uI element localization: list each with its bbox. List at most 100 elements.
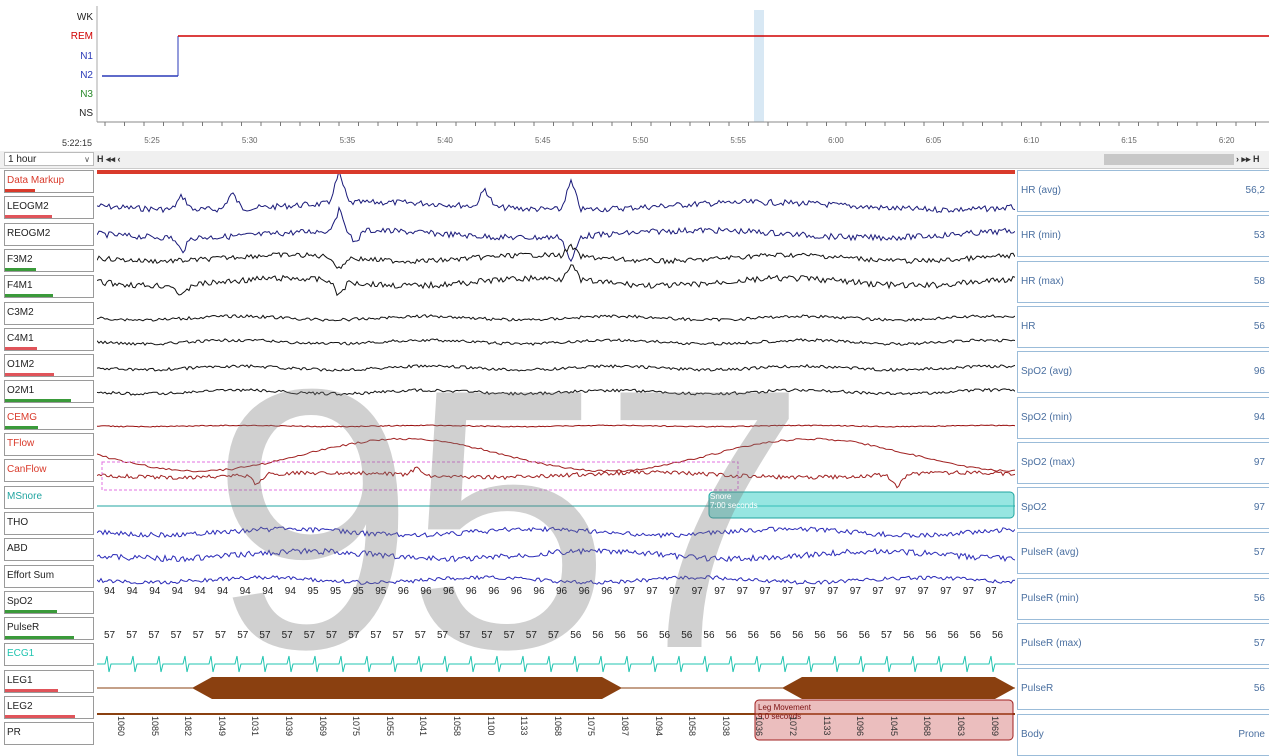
channel-label-text: C3M2 bbox=[7, 306, 34, 318]
next-nav-buttons[interactable]: › ▸▸ H bbox=[1236, 154, 1260, 164]
spo2-value: 96 bbox=[443, 586, 455, 597]
channel-label-leg1[interactable]: LEG1 bbox=[4, 669, 94, 693]
stat-row[interactable]: SpO2 (max) 97 bbox=[1017, 441, 1269, 484]
stat-value: 56 bbox=[1253, 683, 1265, 695]
channel-label-msnore[interactable]: MSnore bbox=[4, 485, 94, 509]
signal-waveforms bbox=[97, 170, 1015, 741]
spo2-value: 97 bbox=[804, 586, 816, 597]
stat-row[interactable]: SpO2 97 bbox=[1017, 487, 1269, 530]
pulse-value: 57 bbox=[126, 630, 138, 641]
pulse-value: 57 bbox=[881, 630, 893, 641]
tflow-trace bbox=[97, 437, 1015, 473]
pulse-value: 56 bbox=[925, 630, 937, 641]
ecg1-trace bbox=[97, 655, 1015, 673]
stat-row[interactable]: HR (min) 53 bbox=[1017, 215, 1269, 258]
pulse-value: 56 bbox=[725, 630, 737, 641]
channel-label-text: LEG2 bbox=[7, 701, 33, 712]
pulse-value: 56 bbox=[659, 630, 671, 641]
spo2-value: 97 bbox=[872, 586, 884, 597]
channel-label-f4m1[interactable]: F4M1 bbox=[4, 275, 94, 299]
channel-label-effort-sum[interactable]: Effort Sum bbox=[4, 564, 94, 588]
channel-label-tflow[interactable]: TFlow bbox=[4, 433, 94, 456]
stat-value: 56,2 bbox=[1245, 185, 1265, 196]
leg-count-value: 1039 bbox=[284, 716, 294, 737]
channel-label-text: SpO2 bbox=[7, 595, 33, 607]
spo2-value: 96 bbox=[465, 586, 477, 597]
time-tick-label: 5:55 bbox=[730, 136, 746, 145]
snore-event-label[interactable]: Snore 7:00 seconds bbox=[710, 492, 758, 510]
stat-value: 57 bbox=[1253, 547, 1265, 559]
pulse-value: 57 bbox=[303, 630, 315, 641]
stat-value: 57 bbox=[1253, 638, 1265, 649]
channel-label-o2m1[interactable]: O2M1 bbox=[4, 380, 94, 404]
stat-value: 58 bbox=[1253, 275, 1265, 287]
channel-label-text: LEG1 bbox=[7, 674, 33, 686]
channel-level-bar bbox=[5, 189, 35, 192]
spo2-value: 97 bbox=[895, 586, 907, 597]
stat-name: PulseR (max) bbox=[1021, 638, 1082, 649]
channel-label-text: F3M2 bbox=[7, 253, 33, 265]
duration-select[interactable]: 1 hour ∨ bbox=[4, 152, 94, 166]
channel-label-o1m2[interactable]: O1M2 bbox=[4, 354, 94, 378]
reogm2-trace bbox=[97, 205, 1015, 263]
stat-row[interactable]: PulseR (max) 57 bbox=[1017, 623, 1269, 665]
stat-row[interactable]: PulseR 56 bbox=[1017, 668, 1269, 711]
leg-count-value: 1068 bbox=[922, 716, 933, 737]
channel-label-leg2[interactable]: LEG2 bbox=[4, 696, 94, 719]
channel-label-ecg1[interactable]: ECG1 bbox=[4, 643, 94, 667]
stat-name: PulseR (min) bbox=[1021, 592, 1079, 604]
timeline-scroll-thumb[interactable] bbox=[1104, 154, 1234, 165]
spo2-value: 96 bbox=[601, 586, 613, 597]
chevron-down-icon: ∨ bbox=[84, 155, 90, 164]
channel-level-bar bbox=[5, 688, 58, 692]
channel-label-text: REOGM2 bbox=[7, 227, 51, 239]
channel-label-text: O1M2 bbox=[7, 359, 35, 371]
event-region[interactable] bbox=[101, 461, 739, 491]
signal-tracks: Data Markup LEOGM2 REOGM2 F3M2 F4M1 C3M2 C4M1 O… bbox=[0, 170, 1269, 756]
channel-label-c4m1[interactable]: C4M1 bbox=[4, 327, 94, 351]
stat-row[interactable]: PulseR (min) 56 bbox=[1017, 577, 1269, 620]
pulse-value: 57 bbox=[503, 630, 515, 641]
channel-label-text: CanFlow bbox=[7, 464, 47, 476]
leg-count-value: 1060 bbox=[116, 716, 126, 737]
pulse-value: 57 bbox=[414, 630, 426, 641]
leg-count-value: 1075 bbox=[351, 716, 362, 737]
leg-event-label[interactable]: Leg Movement 9,0 seconds bbox=[758, 703, 811, 721]
channel-label-pr[interactable]: PR bbox=[4, 722, 94, 746]
leg1-burst bbox=[782, 677, 1015, 699]
spo2-value: 94 bbox=[239, 586, 251, 597]
stat-name: HR bbox=[1021, 320, 1036, 332]
snore-event-box[interactable] bbox=[708, 491, 1015, 519]
spo2-value: 97 bbox=[759, 586, 771, 597]
c3m2-trace bbox=[97, 314, 1015, 322]
channel-label-leogm2[interactable]: LEOGM2 bbox=[4, 196, 94, 220]
stat-row[interactable]: HR (max) 58 bbox=[1017, 260, 1269, 303]
channel-label-spo2[interactable]: SpO2 bbox=[4, 590, 94, 614]
stat-row[interactable]: Body Prone bbox=[1017, 713, 1269, 756]
channel-label-reogm2[interactable]: REOGM2 bbox=[4, 222, 94, 246]
leg1-burst bbox=[192, 677, 622, 699]
stat-name: PulseR bbox=[1021, 683, 1054, 695]
stat-value: 96 bbox=[1253, 366, 1265, 378]
leg-count-value: 1085 bbox=[149, 716, 160, 737]
channel-label-pulser[interactable]: PulseR bbox=[4, 617, 94, 641]
stat-row[interactable]: HR 56 bbox=[1017, 305, 1269, 348]
leg-count-value: 1096 bbox=[855, 716, 866, 737]
channel-label-cemg[interactable]: CEMG bbox=[4, 406, 94, 430]
channel-label-abd[interactable]: ABD bbox=[4, 538, 94, 562]
channel-label-canflow[interactable]: CanFlow bbox=[4, 459, 94, 483]
leg-event-box[interactable] bbox=[754, 699, 1014, 741]
channel-label-data-markup[interactable]: Data Markup bbox=[4, 170, 94, 193]
pulse-value: 56 bbox=[570, 630, 582, 641]
spo2-value: 94 bbox=[217, 586, 229, 597]
channel-label-c3m2[interactable]: C3M2 bbox=[4, 301, 94, 325]
channel-label-f3m2[interactable]: F3M2 bbox=[4, 248, 94, 272]
prev-nav-buttons[interactable]: H ◂◂ ‹ bbox=[97, 154, 121, 164]
stat-row[interactable]: SpO2 (avg) 96 bbox=[1017, 351, 1269, 394]
channel-label-tho[interactable]: THO bbox=[4, 511, 94, 535]
stat-row[interactable]: PulseR (avg) 57 bbox=[1017, 532, 1269, 575]
stat-row[interactable]: HR (avg) 56,2 bbox=[1017, 170, 1269, 212]
spo2-value: 97 bbox=[646, 586, 658, 597]
spo2-value: 94 bbox=[194, 586, 206, 597]
stat-row[interactable]: SpO2 (min) 94 bbox=[1017, 396, 1269, 439]
